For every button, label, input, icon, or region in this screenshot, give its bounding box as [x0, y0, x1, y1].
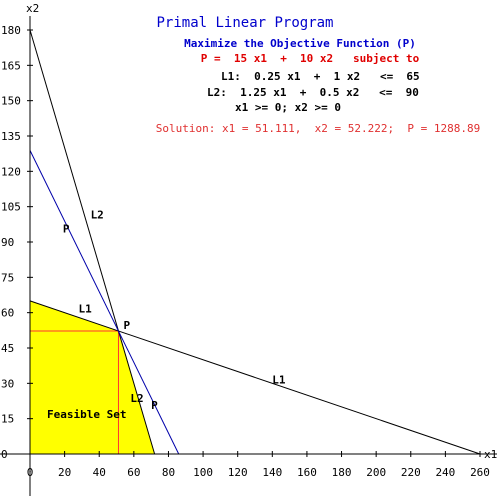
line-label-p: P [63, 223, 70, 236]
line-label-l2: L2 [91, 208, 104, 221]
constraint-text-nonneg: x1 >= 0; x2 >= 0 [235, 101, 341, 114]
line-label-l1: L1 [272, 373, 286, 386]
x-tick-label: 0 [27, 466, 34, 479]
x-axis-label: x1 [484, 448, 497, 461]
feasible-set-label: Feasible Set [47, 408, 126, 421]
objective-function-text: P = 15 x1 + 10 x2 subject to [201, 52, 420, 65]
x-tick-label: 260 [470, 466, 490, 479]
x-tick-label: 240 [435, 466, 455, 479]
series-line-l1 [29, 300, 481, 455]
line-label-l1: L1 [78, 303, 92, 316]
ticks-layer: 0 20 40 60 80 100 120 140 160 180 200 220 240 260 0 15 3… [1, 24, 490, 479]
y-tick-label: 135 [1, 130, 21, 143]
x-tick-label: 220 [401, 466, 421, 479]
line-labels-layer: P L1 L1 L2 L2 P P [63, 208, 286, 412]
y-axis-label: x2 [26, 2, 39, 15]
constraint-text-l1: L1: 0.25 x1 + 1 x2 <= 65 [221, 70, 420, 83]
feasible-region [30, 300, 155, 454]
solution-point-label: P [123, 319, 130, 332]
solution-text: Solution: x1 = 51.111, x2 = 52.222; P = … [156, 122, 481, 135]
y-tick-label: 75 [1, 271, 14, 284]
chart-subtitle: Maximize the Objective Function (P) [184, 37, 416, 50]
y-tick-label: 150 [1, 95, 21, 108]
constraint-text-l2: L2: 1.25 x1 + 0.5 x2 <= 90 [207, 86, 419, 99]
feasible-region-layer [30, 300, 155, 454]
x-tick-label: 180 [332, 466, 352, 479]
x-tick-label: 80 [162, 466, 175, 479]
y-tick-label: 30 [1, 377, 14, 390]
x-tick-label: 160 [297, 466, 317, 479]
y-tick-label: 165 [1, 59, 21, 72]
line-label-p: P [151, 399, 158, 412]
x-tick-label: 20 [58, 466, 71, 479]
line-label-l2: L2 [130, 392, 143, 405]
x-tick-label: 40 [93, 466, 106, 479]
y-tick-label: 90 [1, 236, 14, 249]
x-tick-label: 60 [127, 466, 140, 479]
y-tick-label: 120 [1, 165, 21, 178]
y-tick-label: 105 [1, 201, 21, 214]
axes-layer [0, 16, 497, 496]
solution-guides-layer [30, 330, 119, 454]
x-tick-label: 120 [228, 466, 248, 479]
constraint-lines-layer [29, 29, 481, 455]
series-line-l2 [29, 29, 156, 455]
y-tick-label: 15 [1, 413, 14, 426]
x-tick-label: 100 [193, 466, 213, 479]
x-tick-label: 200 [366, 466, 386, 479]
series-line-p [29, 150, 180, 455]
chart-title: Primal Linear Program [156, 15, 333, 31]
y-tick-label: 60 [1, 307, 14, 320]
y-tick-label: 180 [1, 24, 21, 37]
y-tick-label: 0 [1, 448, 8, 461]
y-tick-label: 45 [1, 342, 14, 355]
x-tick-label: 140 [262, 466, 282, 479]
